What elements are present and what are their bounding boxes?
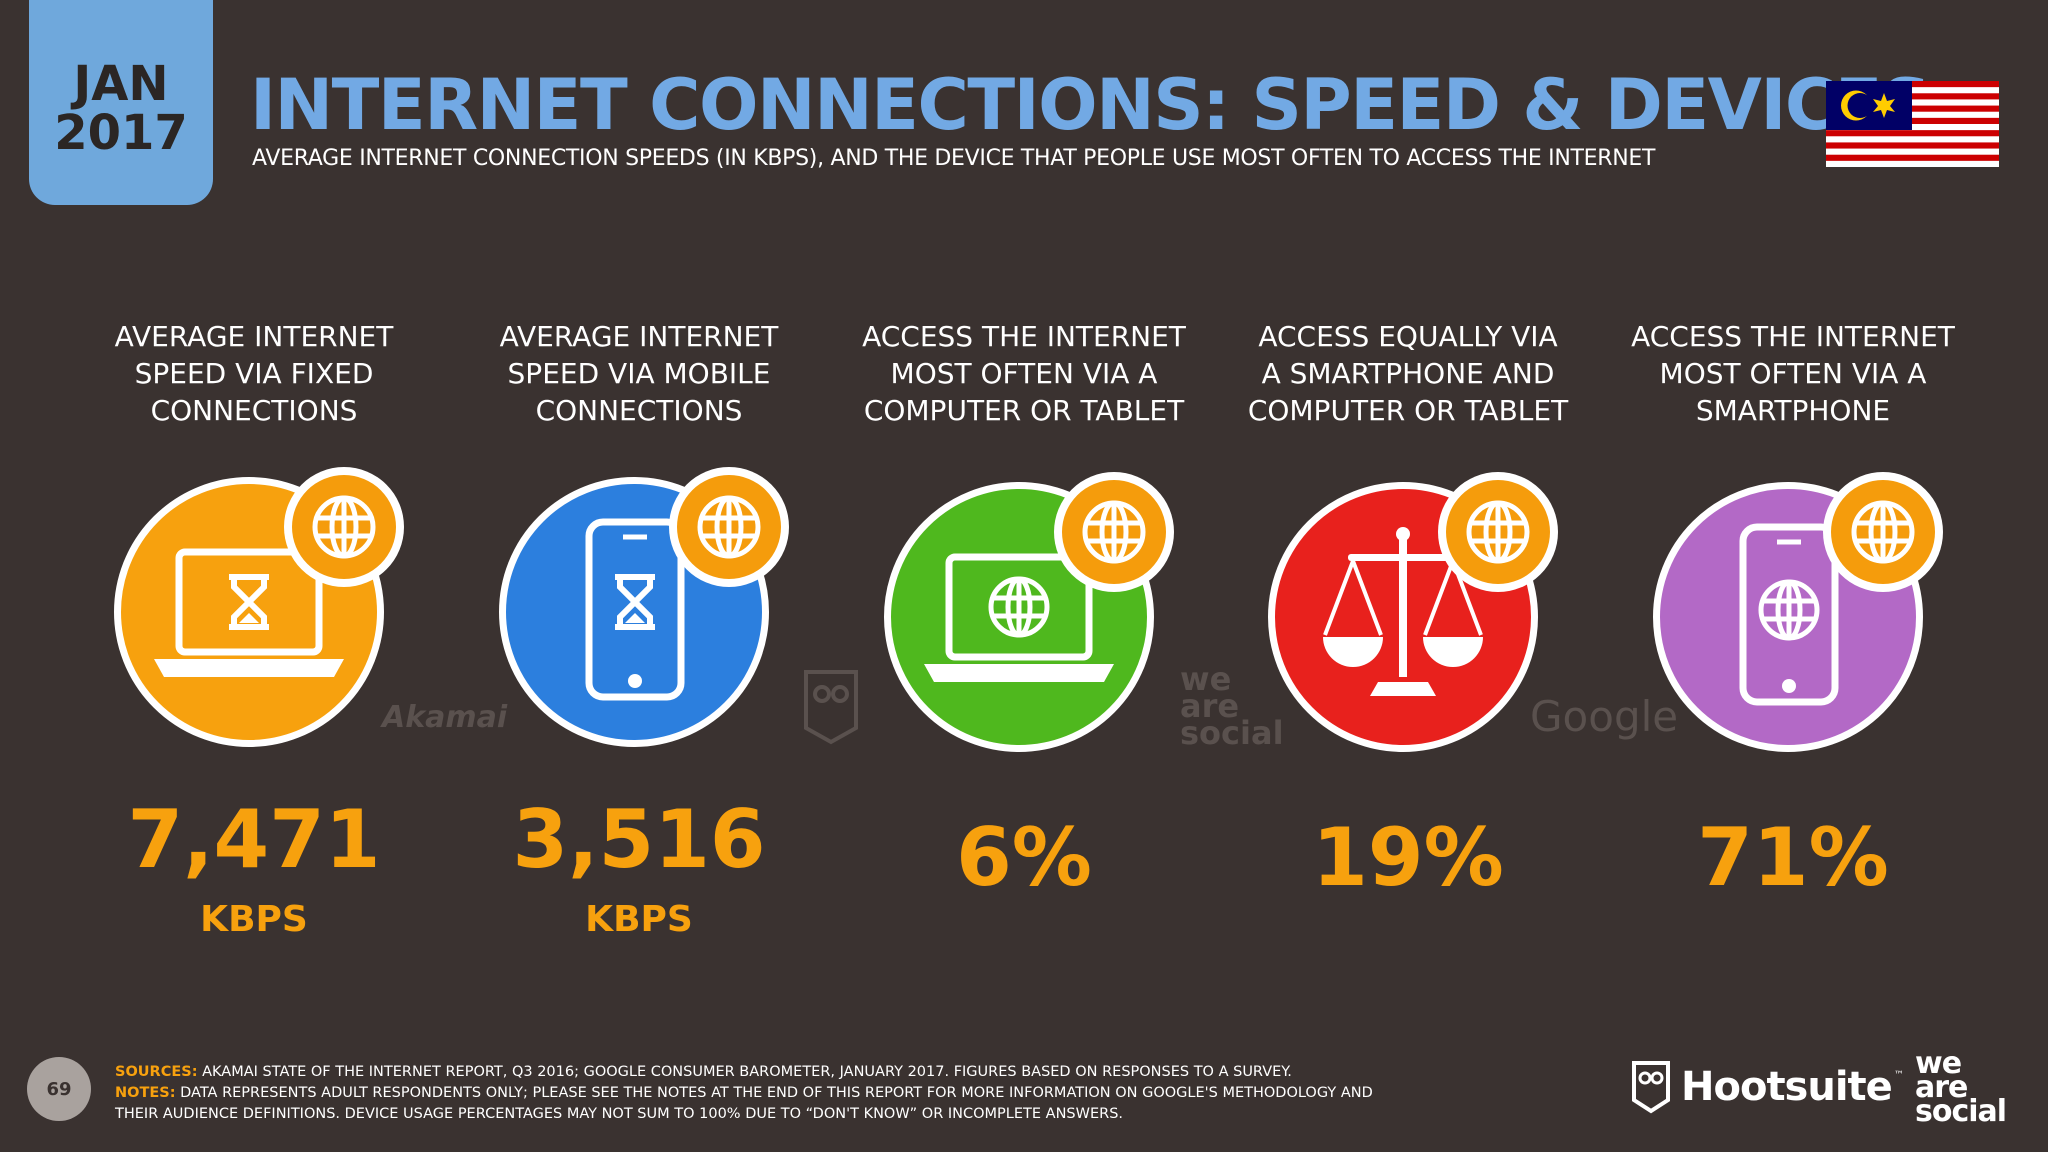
stat-mobile-speed: AVERAGE INTERNET SPEED VIA MOBILE CONNEC… xyxy=(459,318,819,938)
trademark-symbol: ™ xyxy=(1893,1070,1904,1081)
stat-icon-group xyxy=(874,468,1174,768)
globe-badge xyxy=(284,466,404,587)
stat-label: ACCESS EQUALLY VIA A SMARTPHONE AND COMP… xyxy=(1247,320,1569,427)
stat-equal-access: ACCESS EQUALLY VIA A SMARTPHONE AND COMP… xyxy=(1228,318,1588,938)
globe-icon xyxy=(697,495,761,559)
smartphone-globe-icon xyxy=(1739,523,1839,706)
owl-watermark-icon xyxy=(804,670,858,745)
google-watermark: Google xyxy=(1530,692,1678,741)
sources-key: SOURCES: xyxy=(115,1064,198,1080)
smartphone-hourglass-icon xyxy=(585,518,685,701)
hootsuite-logo: Hootsuite ™ xyxy=(1631,1060,1904,1114)
globe-badge xyxy=(1823,472,1943,592)
stat-fixed-speed: AVERAGE INTERNET SPEED VIA FIXED CONNECT… xyxy=(74,318,434,938)
stat-label: ACCESS THE INTERNET MOST OFTEN VIA A COM… xyxy=(862,320,1186,427)
watermark-are: are xyxy=(1180,687,1240,725)
date-year: 2017 xyxy=(54,104,188,161)
watermark-social: social xyxy=(1180,714,1284,752)
stat-value: 7,471 xyxy=(127,793,381,886)
stat-icon-group xyxy=(1258,468,1558,768)
stat-computer-access: ACCESS THE INTERNET MOST OFTEN VIA A COM… xyxy=(844,318,1204,938)
sources-text: AKAMAI STATE OF THE INTERNET REPORT, Q3 … xyxy=(197,1064,1292,1080)
logo-are: are xyxy=(1915,1070,1968,1105)
globe-icon xyxy=(1851,500,1915,564)
notes-key: NOTES: xyxy=(115,1085,176,1101)
stat-value: 19% xyxy=(1312,811,1504,904)
malaysia-flag-icon xyxy=(1826,81,1999,167)
stat-label: ACCESS THE INTERNET MOST OFTEN VIA A SMA… xyxy=(1631,320,1955,427)
globe-icon xyxy=(1082,500,1146,564)
page-subtitle: AVERAGE INTERNET CONNECTION SPEEDS (IN K… xyxy=(252,146,1656,171)
owl-icon xyxy=(1632,1061,1670,1114)
logo-social: social xyxy=(1915,1094,2007,1129)
stat-unit: KBPS xyxy=(200,899,308,940)
scales-icon xyxy=(1323,527,1483,696)
globe-icon xyxy=(1466,500,1530,564)
we-are-social-logo: we are social xyxy=(1915,1046,2007,1129)
laptop-hourglass-icon xyxy=(154,548,344,677)
watermark-we: we xyxy=(1180,660,1232,698)
globe-badge xyxy=(669,466,789,587)
stat-smartphone-access: ACCESS THE INTERNET MOST OFTEN VIA A SMA… xyxy=(1613,318,1973,938)
stat-icon-group xyxy=(1643,468,1943,768)
date-month: JAN xyxy=(73,55,169,112)
notes-text: DATA REPRESENTS ADULT RESPONDENTS ONLY; … xyxy=(115,1085,1373,1122)
laptop-globe-icon xyxy=(924,553,1114,682)
stat-label: AVERAGE INTERNET SPEED VIA FIXED CONNECT… xyxy=(114,320,394,427)
globe-icon xyxy=(312,495,376,559)
stat-icon-group xyxy=(104,463,404,750)
stat-unit: KBPS xyxy=(585,899,693,940)
hootsuite-wordmark: Hootsuite xyxy=(1681,1064,1893,1110)
stat-label: AVERAGE INTERNET SPEED VIA MOBILE CONNEC… xyxy=(499,320,779,427)
stat-value: 6% xyxy=(956,811,1092,904)
stat-value: 3,516 xyxy=(512,793,766,886)
footer-notes: SOURCES: AKAMAI STATE OF THE INTERNET RE… xyxy=(115,1062,1395,1125)
we-are-social-watermark: we are social xyxy=(1180,660,1284,752)
google-watermark-text: Google xyxy=(1530,692,1679,741)
date-tab: JAN 2017 xyxy=(29,0,213,205)
globe-badge xyxy=(1054,472,1174,592)
stat-value: 71% xyxy=(1697,811,1889,904)
akamai-watermark: Akamai xyxy=(382,700,507,735)
globe-badge xyxy=(1438,472,1558,592)
page-number: 69 xyxy=(27,1057,91,1121)
akamai-watermark-text: Akamai xyxy=(382,700,508,735)
page-title: INTERNET CONNECTIONS: SPEED & DEVICES xyxy=(250,64,1932,146)
stat-icon-group xyxy=(489,463,789,750)
logo-we: we xyxy=(1915,1046,1962,1081)
